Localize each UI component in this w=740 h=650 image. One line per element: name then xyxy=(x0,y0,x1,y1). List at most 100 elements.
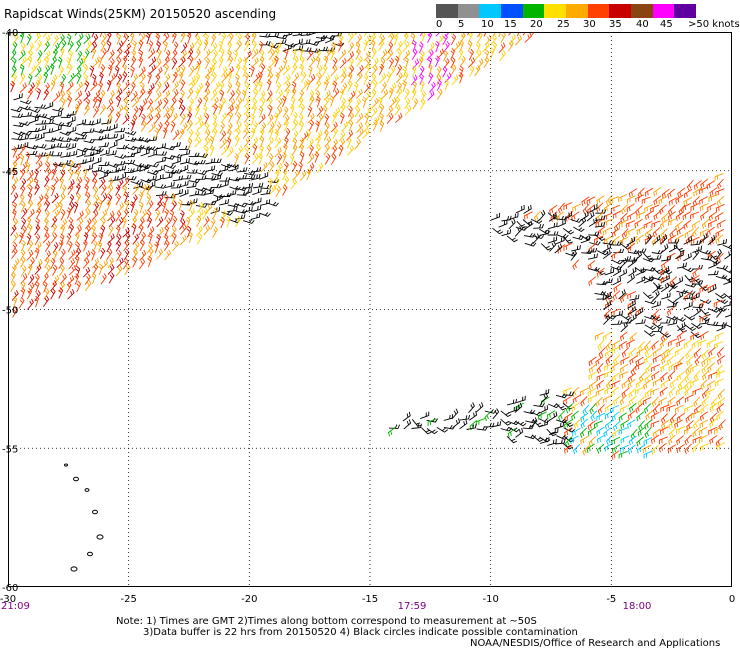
wind-barb xyxy=(588,363,598,374)
wind-barb xyxy=(650,315,663,322)
wind-barb xyxy=(364,113,370,125)
wind-barb xyxy=(125,145,137,151)
wind-barb xyxy=(266,96,273,109)
wind-barb xyxy=(669,412,677,424)
wind-barb xyxy=(34,295,40,308)
wind-barb xyxy=(75,81,83,92)
wind-barb xyxy=(252,182,264,189)
wind-barb xyxy=(92,57,100,68)
wind-barb xyxy=(140,113,146,126)
wind-barb xyxy=(675,386,685,396)
wind-barb xyxy=(276,65,284,77)
wind-barb xyxy=(98,81,104,93)
wind-barb xyxy=(140,98,148,110)
wind-barb xyxy=(717,239,727,246)
wind-barb xyxy=(52,91,61,102)
wind-barb xyxy=(44,152,50,165)
legend-label: 10 xyxy=(481,19,494,30)
wind-barb xyxy=(716,347,724,358)
wind-barb xyxy=(130,216,137,228)
wind-barb xyxy=(684,379,692,391)
legend-swatch xyxy=(652,4,675,18)
wind-barb xyxy=(259,97,266,109)
wind-barb xyxy=(212,207,218,220)
wind-barb xyxy=(323,96,330,108)
wind-barb xyxy=(324,79,329,91)
wind-barb xyxy=(708,346,716,358)
wind-barb xyxy=(124,159,136,165)
wind-barb xyxy=(395,87,403,99)
wind-barb xyxy=(75,40,82,52)
wind-barb xyxy=(604,386,614,395)
wind-barb xyxy=(100,224,106,237)
wind-barb xyxy=(402,40,410,52)
wind-barb xyxy=(52,42,60,54)
wind-barb xyxy=(597,226,606,237)
wind-barb xyxy=(154,174,164,182)
wind-barb xyxy=(138,137,151,143)
wind-barb xyxy=(484,49,490,61)
wind-barb xyxy=(524,241,537,247)
wind-barb xyxy=(66,207,72,219)
wind-barb xyxy=(122,80,130,92)
wind-barb xyxy=(179,113,186,125)
wind-barb xyxy=(91,209,99,221)
wind-barb xyxy=(339,103,346,115)
legend-swatch xyxy=(501,4,523,18)
wind-barb xyxy=(315,56,321,68)
wind-barb xyxy=(293,38,303,46)
wind-barb xyxy=(693,348,702,359)
wind-barb xyxy=(123,42,132,54)
wind-barb xyxy=(353,81,359,94)
wind-barb xyxy=(250,127,256,140)
wind-barb xyxy=(20,42,26,54)
wind-barb xyxy=(411,423,422,429)
wind-barb xyxy=(492,227,504,235)
wind-barb xyxy=(347,80,353,92)
wind-barb xyxy=(75,265,81,278)
wind-barb xyxy=(147,48,156,59)
wind-barb xyxy=(210,64,216,76)
wind-barb xyxy=(641,196,651,205)
wind-barb xyxy=(212,103,218,115)
wind-barb xyxy=(235,81,241,93)
wind-barb xyxy=(371,47,377,60)
wind-barb xyxy=(563,202,573,211)
wind-barb xyxy=(147,170,159,176)
wind-barb xyxy=(619,331,628,342)
wind-barb xyxy=(563,391,575,396)
wind-barb xyxy=(692,195,700,207)
wind-barb xyxy=(116,33,122,45)
wind-barb xyxy=(533,223,544,229)
wind-barb xyxy=(675,194,684,205)
wind-barb xyxy=(99,247,106,260)
wind-barb xyxy=(146,242,153,254)
wind-barb xyxy=(697,339,707,348)
wind-barb xyxy=(244,50,252,61)
wind-barb xyxy=(66,126,77,134)
wind-barb xyxy=(91,224,96,237)
wind-barb xyxy=(42,128,54,134)
wind-barb xyxy=(172,129,180,141)
wind-barb xyxy=(186,32,192,44)
wind-barb xyxy=(618,427,628,435)
wind-barb xyxy=(660,413,669,424)
wind-barb xyxy=(306,129,312,141)
wind-barb xyxy=(718,419,726,431)
wind-barb xyxy=(635,378,645,389)
wind-barb xyxy=(156,40,162,53)
wind-barb xyxy=(26,49,34,61)
wind-barb xyxy=(690,331,702,339)
wind-barb xyxy=(83,164,94,172)
wind-barb xyxy=(164,63,170,76)
wind-barb xyxy=(692,267,700,278)
wind-barb xyxy=(378,63,385,76)
wind-barb xyxy=(315,65,323,76)
wind-barb xyxy=(403,71,409,83)
wind-barb xyxy=(676,426,686,434)
x-tick-label: 0 xyxy=(729,594,735,605)
wind-barb xyxy=(628,347,637,358)
wind-barb xyxy=(708,211,717,222)
wind-barb xyxy=(346,96,353,109)
wind-barb xyxy=(562,419,574,427)
